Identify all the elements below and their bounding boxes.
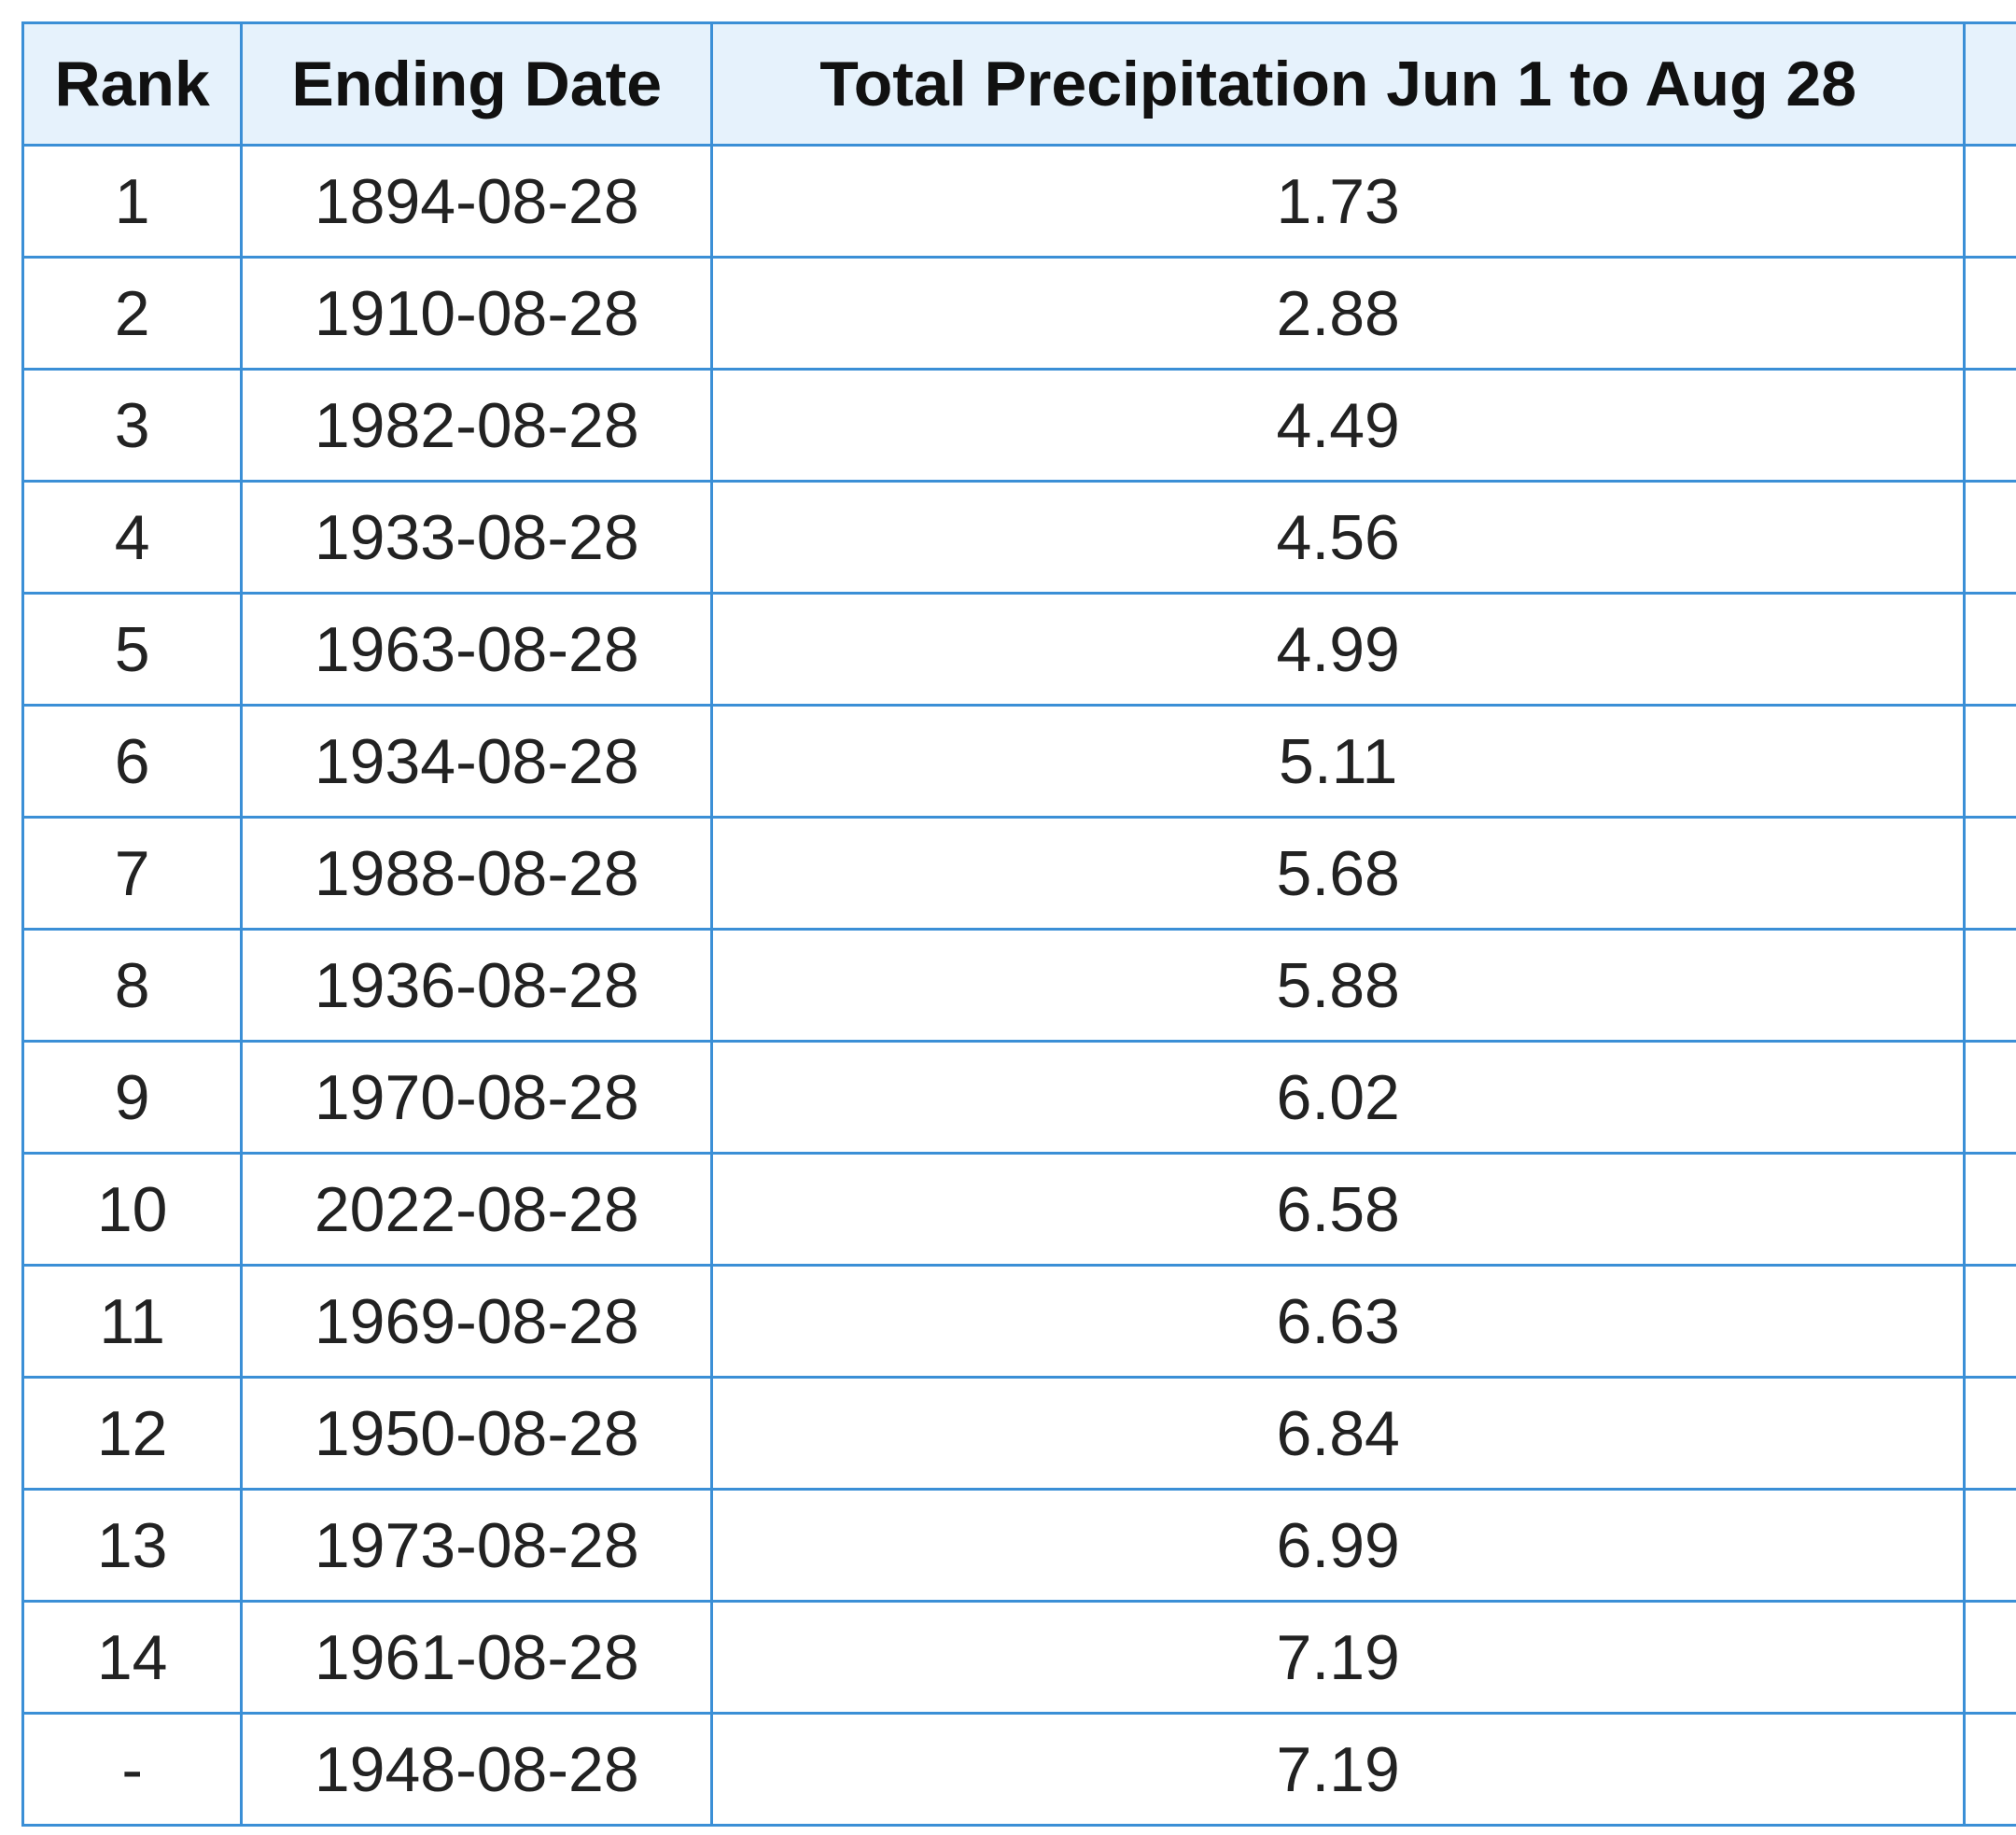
rank-cell: 12 xyxy=(21,1376,244,1491)
ending-date-cell: 1948-08-28 xyxy=(240,1712,714,1827)
table-row: 4 1933-08-28 4.56 xyxy=(21,480,2016,595)
ending-date-cell: 1933-08-28 xyxy=(240,480,714,595)
ending-date-cell: 1963-08-28 xyxy=(240,592,714,707)
ending-date-cell: 1894-08-28 xyxy=(240,144,714,259)
rank-cell: 14 xyxy=(21,1600,244,1715)
next-column-cell-partial xyxy=(1963,1488,2016,1603)
rank-cell: 5 xyxy=(21,592,244,707)
rank-cell: 1 xyxy=(21,144,244,259)
table-row: 7 1988-08-28 5.68 xyxy=(21,816,2016,931)
table-row: 5 1963-08-28 4.99 xyxy=(21,592,2016,707)
next-column-cell-partial xyxy=(1963,592,2016,707)
total-precipitation-cell: 7.19 xyxy=(710,1600,1967,1715)
ending-date-cell: 1973-08-28 xyxy=(240,1488,714,1603)
table-row: 6 1934-08-28 5.11 xyxy=(21,704,2016,819)
total-precipitation-cell: 4.99 xyxy=(710,592,1967,707)
table-row: 12 1950-08-28 6.84 xyxy=(21,1376,2016,1491)
ending-date-cell: 1982-08-28 xyxy=(240,368,714,483)
table-row: 10 2022-08-28 6.58 xyxy=(21,1152,2016,1267)
rank-cell: 11 xyxy=(21,1264,244,1379)
next-column-cell-partial xyxy=(1963,928,2016,1043)
rank-cell: - xyxy=(21,1712,244,1827)
rank-column-header[interactable]: Rank xyxy=(21,21,244,147)
next-column-cell-partial xyxy=(1963,1376,2016,1491)
next-column-cell-partial xyxy=(1963,256,2016,371)
next-column-cell-partial xyxy=(1963,1264,2016,1379)
next-column-cell-partial xyxy=(1963,1152,2016,1267)
ending-date-cell: 1970-08-28 xyxy=(240,1040,714,1155)
total-precipitation-cell: 6.63 xyxy=(710,1264,1967,1379)
total-precipitation-cell: 6.84 xyxy=(710,1376,1967,1491)
table-row: 8 1936-08-28 5.88 xyxy=(21,928,2016,1043)
next-column-cell-partial xyxy=(1963,144,2016,259)
next-column-cell-partial xyxy=(1963,816,2016,931)
rank-cell: 7 xyxy=(21,816,244,931)
next-column-cell-partial xyxy=(1963,368,2016,483)
next-column-cell-partial xyxy=(1963,1600,2016,1715)
next-column-cell-partial xyxy=(1963,1712,2016,1827)
rank-cell: 10 xyxy=(21,1152,244,1267)
total-precipitation-cell: 1.73 xyxy=(710,144,1967,259)
ending-date-cell: 2022-08-28 xyxy=(240,1152,714,1267)
rank-cell: 8 xyxy=(21,928,244,1043)
ending-date-cell: 1969-08-28 xyxy=(240,1264,714,1379)
total-precipitation-cell: 4.56 xyxy=(710,480,1967,595)
table-row: 1 1894-08-28 1.73 xyxy=(21,144,2016,259)
next-column-cell-partial xyxy=(1963,480,2016,595)
table-body: 1 1894-08-28 1.73 2 1910-08-28 2.88 3 1982-08-2… xyxy=(21,144,2016,1827)
next-column-cell-partial xyxy=(1963,704,2016,819)
rank-cell: 4 xyxy=(21,480,244,595)
ending-date-cell: 1910-08-28 xyxy=(240,256,714,371)
precipitation-ranking-table: Rank Ending Date Total Precipitation Jun… xyxy=(21,21,2016,1827)
total-precipitation-cell: 5.88 xyxy=(710,928,1967,1043)
ending-date-cell: 1961-08-28 xyxy=(240,1600,714,1715)
ending-date-cell: 1950-08-28 xyxy=(240,1376,714,1491)
table-row: 13 1973-08-28 6.99 xyxy=(21,1488,2016,1603)
rank-cell: 13 xyxy=(21,1488,244,1603)
total-precipitation-cell: 5.68 xyxy=(710,816,1967,931)
rank-cell: 2 xyxy=(21,256,244,371)
next-column-header-partial xyxy=(1963,21,2016,147)
table-row: 9 1970-08-28 6.02 xyxy=(21,1040,2016,1155)
table-row: -1948-08-28 7.19 xyxy=(21,1712,2016,1827)
total-precipitation-cell: 6.02 xyxy=(710,1040,1967,1155)
table-row: 3 1982-08-28 4.49 xyxy=(21,368,2016,483)
rank-cell: 6 xyxy=(21,704,244,819)
next-column-cell-partial xyxy=(1963,1040,2016,1155)
ending-date-cell: 1934-08-28 xyxy=(240,704,714,819)
total-precipitation-cell: 4.49 xyxy=(710,368,1967,483)
ending-date-column-header[interactable]: Ending Date xyxy=(240,21,714,147)
rank-cell: 3 xyxy=(21,368,244,483)
table-row: 2 1910-08-28 2.88 xyxy=(21,256,2016,371)
total-precipitation-cell: 5.11 xyxy=(710,704,1967,819)
ending-date-cell: 1936-08-28 xyxy=(240,928,714,1043)
total-precipitation-cell: 7.19 xyxy=(710,1712,1967,1827)
total-precipitation-cell: 6.58 xyxy=(710,1152,1967,1267)
ending-date-cell: 1988-08-28 xyxy=(240,816,714,931)
table-row: 11 1969-08-28 6.63 xyxy=(21,1264,2016,1379)
table-row: 14 1961-08-28 7.19 xyxy=(21,1600,2016,1715)
total-precipitation-column-header[interactable]: Total Precipitation Jun 1 to Aug 28 xyxy=(710,21,1967,147)
table-header-row: Rank Ending Date Total Precipitation Jun… xyxy=(21,21,2016,147)
rank-cell: 9 xyxy=(21,1040,244,1155)
total-precipitation-cell: 2.88 xyxy=(710,256,1967,371)
total-precipitation-cell: 6.99 xyxy=(710,1488,1967,1603)
